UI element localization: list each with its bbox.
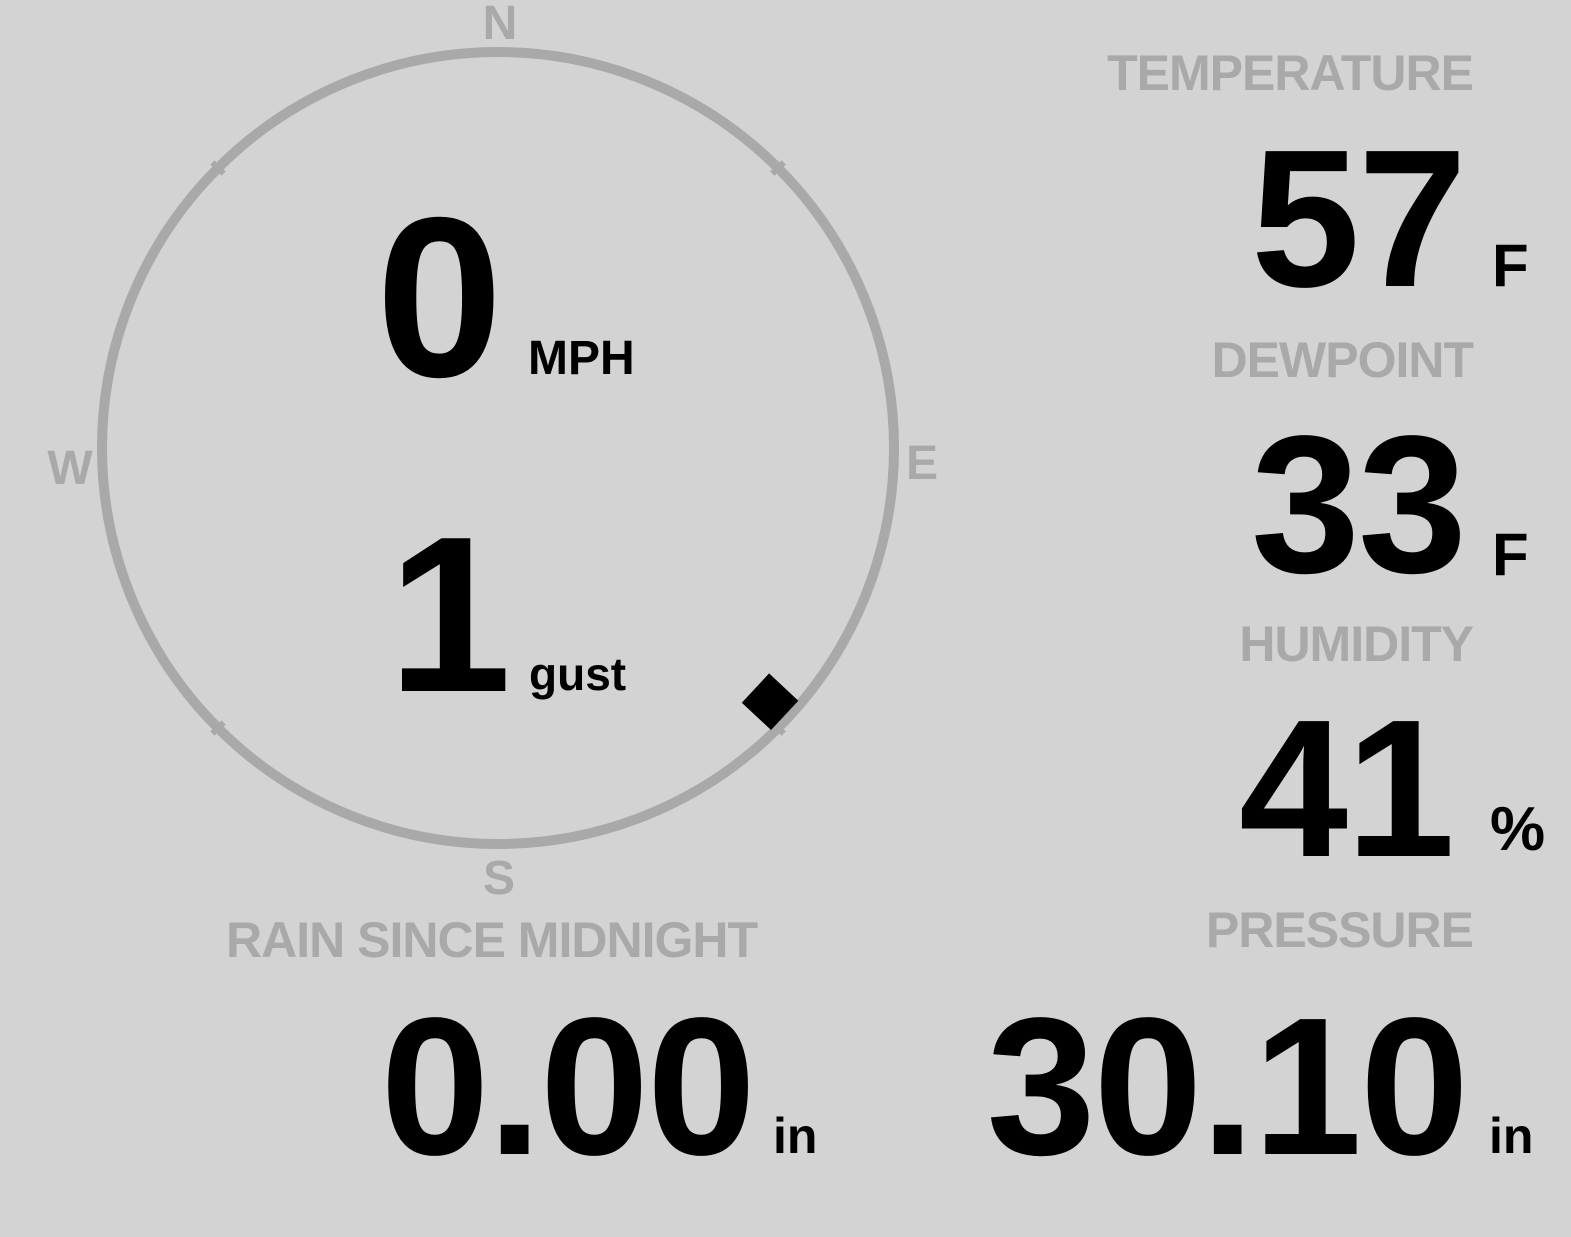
dewpoint-unit: F: [1492, 521, 1529, 588]
compass-west: W: [47, 442, 93, 495]
temperature-value: 57: [1250, 109, 1467, 328]
humidity-value: 41: [1238, 679, 1455, 898]
compass-south: S: [482, 852, 515, 905]
temperature-label: TEMPERATURE: [1107, 45, 1474, 101]
compass-tick: [770, 160, 786, 176]
dewpoint-label: DEWPOINT: [1211, 332, 1474, 388]
rain-value: 0.00: [380, 977, 756, 1196]
pressure-value: 30.10: [986, 977, 1469, 1196]
wind-speed-unit: MPH: [528, 332, 635, 385]
temperature-unit: F: [1492, 232, 1529, 299]
gust-label: gust: [529, 648, 627, 700]
pressure-unit: in: [1489, 1108, 1534, 1164]
compass-tick: [210, 720, 226, 736]
dewpoint-value: 33: [1250, 395, 1467, 614]
gust-value: 1: [388, 491, 512, 739]
wind-speed-value: 0: [376, 171, 503, 425]
compass-ring: [97, 47, 899, 849]
compass-east: E: [905, 437, 938, 490]
humidity-label: HUMIDITY: [1239, 616, 1474, 672]
pressure-label: PRESSURE: [1205, 902, 1474, 958]
humidity-unit: %: [1490, 795, 1546, 864]
compass-north: N: [482, 0, 518, 50]
rain-label: RAIN SINCE MIDNIGHT: [226, 912, 758, 968]
rain-unit: in: [773, 1108, 818, 1164]
wind-direction-marker: [741, 673, 799, 730]
compass-tick: [210, 160, 226, 176]
